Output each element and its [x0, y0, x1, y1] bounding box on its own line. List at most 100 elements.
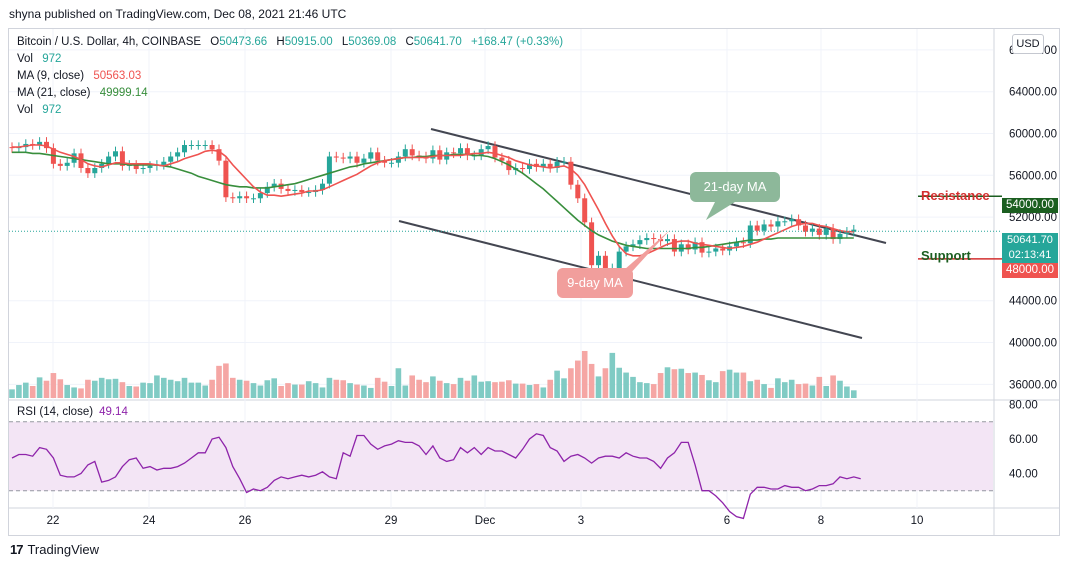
- volume-bar: [85, 379, 91, 398]
- chart-frame[interactable]: [8, 28, 1060, 536]
- volume-bar: [388, 386, 395, 398]
- volume-bar: [243, 380, 250, 398]
- vol2-row[interactable]: Vol 972: [17, 102, 563, 119]
- candle-body: [685, 244, 691, 250]
- volume-bar: [616, 367, 622, 398]
- candle-body: [37, 141, 43, 146]
- volume-bar: [236, 379, 243, 398]
- candle-body: [630, 244, 636, 247]
- volume-bar: [506, 380, 512, 398]
- volume-bar: [92, 380, 98, 398]
- volume-bar: [747, 381, 754, 398]
- volume-bar: [719, 371, 726, 398]
- time-tick-label: 6: [724, 515, 730, 527]
- volume-bar: [581, 350, 588, 398]
- volume-bar: [195, 382, 202, 398]
- ma21-callout[interactable]: 21-day MA: [690, 172, 780, 202]
- volume-bar: [671, 369, 678, 398]
- candle-body: [671, 239, 677, 252]
- volume-bar: [250, 383, 257, 398]
- ma21-row[interactable]: MA (21, close) 49999.14: [17, 85, 563, 102]
- candle-body: [575, 184, 581, 199]
- volume-bar: [409, 375, 415, 398]
- volume-bar: [754, 379, 760, 398]
- candle-body: [57, 163, 63, 166]
- candle-body: [458, 148, 463, 154]
- volume-bars: [9, 350, 857, 398]
- volume-bar: [761, 384, 767, 398]
- candle-body: [830, 228, 836, 240]
- volume-bar: [768, 387, 774, 398]
- candle-body: [589, 222, 595, 266]
- candle-body: [223, 160, 229, 198]
- volume-bar: [361, 385, 367, 398]
- candle-body: [540, 163, 546, 167]
- volume-bar: [595, 376, 602, 398]
- candle-body: [554, 161, 560, 168]
- volume-bar: [264, 380, 271, 398]
- candle-body: [140, 167, 146, 170]
- volume-bar: [650, 384, 657, 398]
- candle-body: [347, 156, 353, 159]
- currency-button[interactable]: USD: [1012, 34, 1044, 54]
- volume-bar: [423, 382, 429, 398]
- volume-bar: [16, 385, 22, 398]
- close-value: 50641.70: [413, 36, 462, 48]
- candle-body: [547, 163, 553, 168]
- volume-bar: [554, 370, 560, 398]
- candle-body: [499, 157, 505, 161]
- volume-bar: [788, 379, 795, 398]
- ma9-callout[interactable]: 9-day MA: [557, 268, 633, 298]
- rsi-tick-label: 60.00: [1009, 434, 1038, 446]
- level-lines: [9, 195, 1002, 260]
- volume-bar: [540, 387, 547, 398]
- volume-bar: [154, 375, 160, 398]
- channel-lines[interactable]: [398, 128, 887, 339]
- candle-body: [596, 255, 601, 266]
- rsi-legend[interactable]: RSI (14, close) 49.14: [17, 406, 128, 418]
- volume-bar: [402, 385, 409, 398]
- candle-body: [230, 197, 236, 199]
- candle-body: [706, 251, 712, 253]
- volume-bar: [147, 383, 153, 398]
- candle-body: [644, 238, 650, 241]
- current-price: 50641.70: [1007, 234, 1053, 246]
- volume-bar: [699, 374, 705, 398]
- vol-row[interactable]: Vol 972: [17, 51, 563, 68]
- volume-bar: [678, 368, 685, 398]
- candle-body: [64, 162, 70, 166]
- volume-bar: [802, 383, 809, 398]
- time-tick-label: Dec: [475, 515, 496, 527]
- volume-bar: [98, 377, 105, 398]
- candle-body: [299, 189, 305, 193]
- candle-body: [340, 157, 346, 159]
- candle-body: [665, 239, 670, 242]
- volume-bar: [492, 382, 498, 398]
- candle-body: [375, 152, 381, 161]
- time-tick-label: 24: [143, 515, 156, 527]
- volume-bar: [526, 385, 533, 398]
- volume-bar: [209, 379, 215, 398]
- volume-bar: [561, 378, 567, 398]
- rsi-label: RSI (14, close): [17, 406, 94, 418]
- volume-bar: [568, 368, 574, 398]
- candle-body: [761, 224, 767, 231]
- price-tick-label: 44000.00: [1009, 296, 1057, 308]
- volume-bar: [499, 381, 505, 398]
- candle-body: [202, 145, 208, 147]
- volume-bar: [71, 387, 77, 398]
- ma21-label: MA (21, close): [17, 87, 91, 99]
- footer-brand[interactable]: TradingView: [27, 542, 100, 557]
- symbol-name[interactable]: Bitcoin / U.S. Dollar, 4h, COINBASE: [17, 36, 202, 48]
- support-price-tag: 48000.00: [1002, 263, 1058, 278]
- candle-body: [602, 255, 608, 278]
- ma9-row[interactable]: MA (9, close) 50563.03: [17, 68, 563, 85]
- rsi-band: [9, 421, 993, 491]
- candle-body: [119, 151, 125, 166]
- candle-body: [389, 162, 394, 164]
- candle-body: [320, 183, 325, 190]
- candle-body: [264, 186, 270, 194]
- volume-bar: [519, 383, 526, 398]
- tradingview-logo-icon[interactable]: 17: [10, 542, 24, 557]
